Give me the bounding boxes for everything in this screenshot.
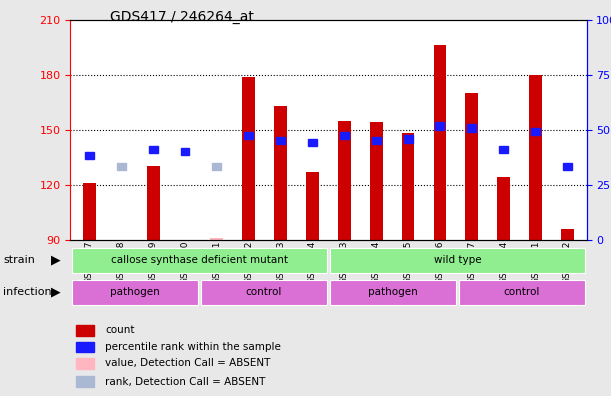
Bar [563,163,572,170]
Bar [370,122,382,240]
FancyBboxPatch shape [459,280,585,305]
Bar [76,342,95,352]
Text: count: count [105,326,134,335]
Bar [117,163,126,170]
Text: pathogen: pathogen [110,287,159,297]
Bar [338,120,351,240]
Bar [529,75,542,240]
Bar [497,177,510,240]
Bar [243,76,255,240]
Bar [76,325,95,335]
Bar [531,128,540,135]
Bar [306,172,319,240]
Bar [308,139,317,146]
Bar [434,46,446,240]
Text: percentile rank within the sample: percentile rank within the sample [105,342,281,352]
Bar [244,131,253,139]
Bar [499,146,508,154]
FancyBboxPatch shape [72,248,327,273]
Bar [180,148,189,155]
Bar [76,358,95,369]
Text: callose synthase deficient mutant: callose synthase deficient mutant [111,255,288,265]
Bar [83,183,96,240]
Bar [436,122,444,129]
Text: infection: infection [3,287,52,297]
Bar [561,228,574,240]
Bar [85,152,94,159]
Bar [466,93,478,240]
Text: control: control [246,287,282,297]
Bar [76,376,95,387]
Text: control: control [504,287,540,297]
Text: value, Detection Call = ABSENT: value, Detection Call = ABSENT [105,358,271,368]
Text: strain: strain [3,255,35,265]
FancyBboxPatch shape [201,280,327,305]
Text: pathogen: pathogen [368,287,418,297]
Bar [371,137,381,144]
Bar [148,146,158,154]
Bar [211,238,223,240]
FancyBboxPatch shape [330,248,585,273]
Text: ▶: ▶ [51,254,60,267]
Bar [401,133,414,240]
FancyBboxPatch shape [330,280,456,305]
Bar [467,124,477,131]
Text: GDS417 / 246264_at: GDS417 / 246264_at [110,10,254,24]
Bar [276,137,285,144]
Bar [404,135,412,143]
Text: ▶: ▶ [51,286,60,299]
Bar [213,163,221,170]
Bar [147,166,159,240]
Text: wild type: wild type [434,255,481,265]
Text: rank, Detection Call = ABSENT: rank, Detection Call = ABSENT [105,377,266,386]
Bar [340,131,349,139]
Bar [274,106,287,240]
FancyBboxPatch shape [72,280,198,305]
